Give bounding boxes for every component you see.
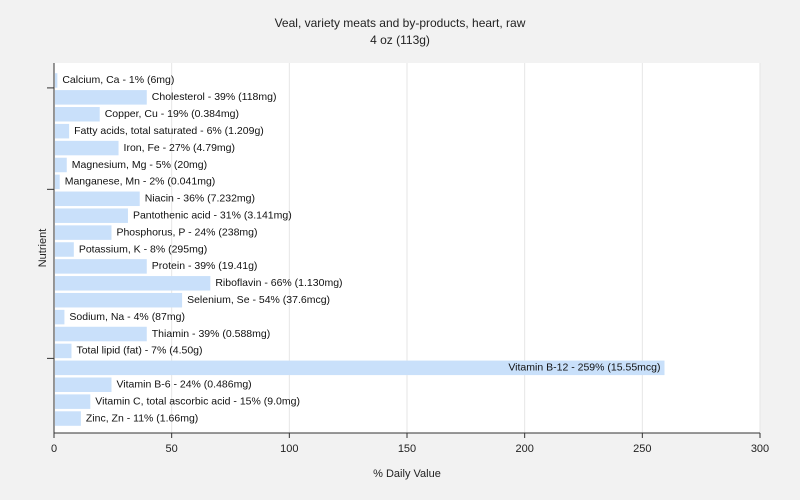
bar-2 xyxy=(55,107,100,122)
bar-label-17: Vitamin B-12 - 259% (15.55mcg) xyxy=(508,362,660,374)
x-tick-label-0: 0 xyxy=(51,443,57,455)
bar-7 xyxy=(55,191,140,207)
bar-9 xyxy=(55,225,112,240)
bar-4 xyxy=(55,140,119,156)
x-tick-label-4: 200 xyxy=(515,443,533,455)
bar-label-9: Phosphorus, P - 24% (238mg) xyxy=(116,226,257,238)
bar-17 xyxy=(55,360,665,376)
x-tick-label-6: 300 xyxy=(751,443,769,455)
bar-20 xyxy=(55,411,81,426)
bar-label-20: Zinc, Zn - 11% (1.66mg) xyxy=(86,412,198,424)
axes: 0 50 100 150 200 250 300 xyxy=(47,63,769,455)
bar-label-7: Niacin - 36% (7.232mg) xyxy=(145,193,255,205)
bar-15 xyxy=(55,326,147,342)
bar-label-2: Copper, Cu - 19% (0.384mg) xyxy=(105,108,239,120)
bar-1 xyxy=(55,90,147,105)
bar-label-16: Total lipid (fat) - 7% (4.50g) xyxy=(76,345,202,357)
bar-16 xyxy=(55,343,72,359)
bar-5 xyxy=(55,157,67,173)
bar-label-11: Protein - 39% (19.41g) xyxy=(152,260,258,272)
bar-label-12: Riboflavin - 66% (1.130mg) xyxy=(215,277,342,289)
chart-title: Veal, variety meats and by-products, hea… xyxy=(275,16,526,30)
bar-label-14: Sodium, Na - 4% (87mg) xyxy=(69,311,185,323)
bar-6 xyxy=(55,174,60,190)
x-tick-label-1: 50 xyxy=(166,443,178,455)
bar-10 xyxy=(55,242,74,257)
bar-label-18: Vitamin B-6 - 24% (0.486mg) xyxy=(116,379,251,391)
bar-label-6: Manganese, Mn - 2% (0.041mg) xyxy=(65,176,216,188)
bar-3 xyxy=(55,123,70,139)
bar-label-4: Iron, Fe - 27% (4.79mg) xyxy=(124,142,235,154)
bar-label-19: Vitamin C, total ascorbic acid - 15% (9.… xyxy=(95,395,300,407)
bar-14 xyxy=(55,309,65,325)
bar-label-15: Thiamin - 39% (0.588mg) xyxy=(152,328,270,340)
bar-8 xyxy=(55,208,128,223)
bar-label-10: Potassium, K - 8% (295mg) xyxy=(79,243,207,255)
x-tick-label-3: 150 xyxy=(398,443,416,455)
bar-19 xyxy=(55,394,91,409)
bar-label-5: Magnesium, Mg - 5% (20mg) xyxy=(72,159,207,171)
bar-label-3: Fatty acids, total saturated - 6% (1.209… xyxy=(74,125,264,137)
bars: Calcium, Ca - 1% (6mg) Cholesterol - 39% … xyxy=(55,73,665,426)
x-tick-label-5: 250 xyxy=(633,443,651,455)
chart-subtitle: 4 oz (113g) xyxy=(370,33,430,47)
bar-label-1: Cholesterol - 39% (118mg) xyxy=(152,91,277,103)
x-tick-label-2: 100 xyxy=(280,443,298,455)
bar-12 xyxy=(55,276,211,291)
bar-label-13: Selenium, Se - 54% (37.6mcg) xyxy=(187,294,330,306)
y-axis-label: Nutrient xyxy=(37,229,49,268)
bar-18 xyxy=(55,377,112,392)
bar-13 xyxy=(55,292,183,308)
x-axis-label: % Daily Value xyxy=(373,468,441,480)
bar-11 xyxy=(55,259,147,274)
bar-label-8: Pantothenic acid - 31% (3.141mg) xyxy=(133,209,292,221)
bar-0 xyxy=(55,73,58,88)
bar-label-0: Calcium, Ca - 1% (6mg) xyxy=(62,74,174,86)
